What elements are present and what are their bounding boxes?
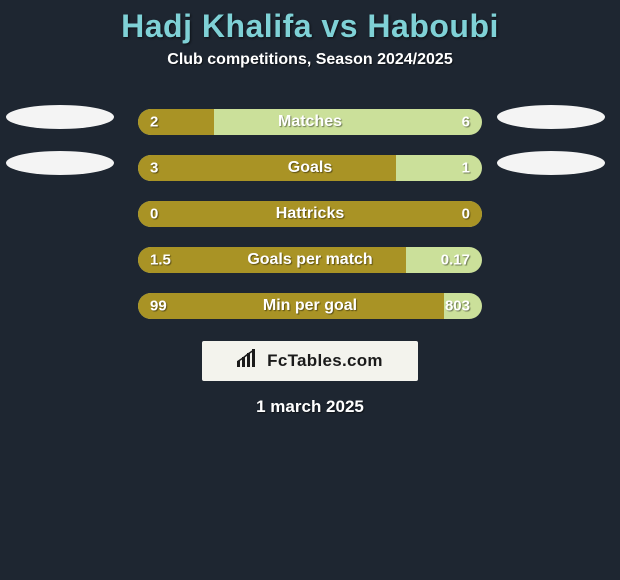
bar-metric-label: Goals [288,159,332,177]
bar-right-value: 6 [462,114,470,131]
bar-right-value: 803 [445,298,470,315]
bar-left-value: 99 [150,298,167,315]
bar-metric-label: Goals per match [247,251,372,269]
left-player-ellipse [6,105,114,129]
bar-metric-label: Min per goal [263,297,357,315]
stat-bar: 1.5 0.17 Goals per match [138,247,482,273]
stat-bar: 2 6 Matches [138,109,482,135]
page-title: Hadj Khalifa vs Haboubi [0,0,620,45]
stat-bar: 99 803 Min per goal [138,293,482,319]
barchart-icon [237,349,259,374]
logo-text: FcTables.com [267,351,383,371]
bar-metric-label: Matches [278,113,342,131]
bar-right-value: 1 [462,160,470,177]
page-subtitle: Club competitions, Season 2024/2025 [0,51,620,69]
bar-right-value: 0.17 [441,252,470,269]
bar-left-value: 0 [150,206,158,223]
logo-badge: FcTables.com [202,341,418,381]
comparison-infographic: Hadj Khalifa vs Haboubi Club competition… [0,0,620,580]
footer-date: 1 march 2025 [0,397,620,417]
stat-bar: 0 0 Hattricks [138,201,482,227]
left-player-ellipse [6,151,114,175]
bar-left-value: 3 [150,160,158,177]
bar-metric-label: Hattricks [276,205,344,223]
right-player-ellipse [497,151,605,175]
right-player-ellipse [497,105,605,129]
bar-left-value: 2 [150,114,158,131]
stat-bar: 3 1 Goals [138,155,482,181]
bar-right-value: 0 [462,206,470,223]
content: 2 6 Matches 3 1 Goals 0 0 Hattricks 1.5 0.17 Goals … [0,109,620,319]
bar-left-fill [138,155,396,181]
bars-container: 2 6 Matches 3 1 Goals 0 0 Hattricks 1.5 0.17 Goals … [138,109,482,319]
bar-left-value: 1.5 [150,252,171,269]
